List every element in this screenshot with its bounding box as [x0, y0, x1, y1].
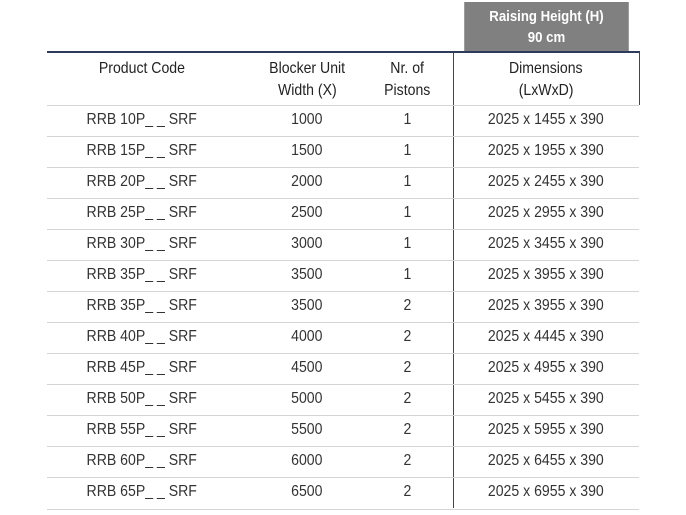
raising-height-label: Raising Height (H) [489, 8, 604, 25]
cell-product-code: RRB 25P_ _ SRF [86, 204, 198, 221]
cell-blocker-width: 4500 [291, 359, 323, 376]
table-row: RRB 20P_ _ SRF 2000 1 2025 x 2455 x 390 [47, 167, 639, 199]
cell-dimensions: 2025 x 5455 x 390 [488, 390, 604, 407]
cell-blocker-width: 6500 [291, 483, 323, 500]
raising-height-header: Raising Height (H) 90 cm [464, 2, 629, 52]
cell-pistons: 1 [403, 266, 411, 283]
cell-product-code: RRB 20P_ _ SRF [86, 173, 198, 190]
cell-blocker-width: 5000 [291, 390, 323, 407]
table-row: RRB 25P_ _ SRF 2500 1 2025 x 2955 x 390 [47, 198, 639, 230]
cell-product-code: RRB 50P_ _ SRF [86, 390, 198, 407]
table-row: RRB 10P_ _ SRF 1000 1 2025 x 1455 x 390 [47, 105, 639, 137]
header-product-code: Product Code [98, 60, 186, 77]
header-dimensions: Dimensions (LxWxD) [509, 60, 583, 99]
raising-height-value: 90 cm [527, 29, 566, 46]
cell-blocker-width: 4000 [291, 328, 323, 345]
cell-blocker-width: 5500 [291, 421, 323, 438]
cell-pistons: 2 [403, 421, 411, 438]
table-row: RRB 55P_ _ SRF 5500 2 2025 x 5955 x 390 [47, 415, 639, 447]
cell-product-code: RRB 60P_ _ SRF [86, 452, 198, 469]
cell-pistons: 2 [403, 390, 411, 407]
cell-dimensions: 2025 x 3455 x 390 [488, 235, 604, 252]
cell-dimensions: 2025 x 3955 x 390 [488, 297, 604, 314]
table-row: RRB 45P_ _ SRF 4500 2 2025 x 4955 x 390 [47, 353, 639, 385]
header-blocker-width: Blocker Unit Width (X) [269, 60, 345, 99]
cell-dimensions: 2025 x 2455 x 390 [488, 173, 604, 190]
table-row: RRB 30P_ _ SRF 3000 1 2025 x 3455 x 390 [47, 229, 639, 261]
cell-dimensions: 2025 x 6955 x 390 [488, 483, 604, 500]
cell-dimensions: 2025 x 4445 x 390 [488, 328, 604, 345]
header-pistons: Nr. of Pistons [383, 60, 431, 99]
table-row: RRB 35P_ _ SRF 3500 1 2025 x 3955 x 390 [47, 260, 639, 292]
cell-pistons: 1 [403, 204, 411, 221]
cell-product-code: RRB 35P_ _ SRF [86, 266, 198, 283]
cell-pistons: 2 [403, 452, 411, 469]
cell-pistons: 2 [403, 483, 411, 500]
cell-pistons: 2 [403, 297, 411, 314]
cell-dimensions: 2025 x 2955 x 390 [488, 204, 604, 221]
cell-dimensions: 2025 x 5955 x 390 [488, 421, 604, 438]
cell-pistons: 2 [403, 359, 411, 376]
cell-dimensions: 2025 x 3955 x 390 [488, 266, 604, 283]
cell-pistons: 2 [403, 328, 411, 345]
cell-product-code: RRB 10P_ _ SRF [86, 111, 198, 128]
header-rule [47, 51, 640, 53]
right-border [639, 52, 640, 105]
cell-blocker-width: 3000 [291, 235, 323, 252]
table-row: RRB 15P_ _ SRF 1500 1 2025 x 1955 x 390 [47, 136, 639, 168]
cell-product-code: RRB 65P_ _ SRF [86, 483, 198, 500]
cell-product-code: RRB 45P_ _ SRF [86, 359, 198, 376]
cell-blocker-width: 1000 [291, 111, 323, 128]
table-row: RRB 35P_ _ SRF 3500 2 2025 x 3955 x 390 [47, 291, 639, 323]
cell-dimensions: 2025 x 1455 x 390 [488, 111, 604, 128]
cell-product-code: RRB 35P_ _ SRF [86, 297, 198, 314]
cell-blocker-width: 3500 [291, 297, 323, 314]
cell-dimensions: 2025 x 6455 x 390 [488, 452, 604, 469]
cell-pistons: 1 [403, 111, 411, 128]
cell-product-code: RRB 30P_ _ SRF [86, 235, 198, 252]
cell-dimensions: 2025 x 4955 x 390 [488, 359, 604, 376]
cell-product-code: RRB 55P_ _ SRF [86, 421, 198, 438]
cell-pistons: 1 [403, 235, 411, 252]
table-row: RRB 60P_ _ SRF 6000 2 2025 x 6455 x 390 [47, 446, 639, 478]
table-row: RRB 50P_ _ SRF 5000 2 2025 x 5455 x 390 [47, 384, 639, 416]
cell-blocker-width: 1500 [291, 142, 323, 159]
cell-pistons: 1 [403, 173, 411, 190]
table-row: RRB 65P_ _ SRF 6500 2 2025 x 6955 x 390 [47, 477, 639, 510]
cell-blocker-width: 2000 [291, 173, 323, 190]
cell-product-code: RRB 40P_ _ SRF [86, 328, 198, 345]
column-divider [453, 52, 454, 508]
cell-blocker-width: 6000 [291, 452, 323, 469]
cell-blocker-width: 2500 [291, 204, 323, 221]
cell-dimensions: 2025 x 1955 x 390 [488, 142, 604, 159]
cell-pistons: 1 [403, 142, 411, 159]
table-row: RRB 40P_ _ SRF 4000 2 2025 x 4445 x 390 [47, 322, 639, 354]
cell-blocker-width: 3500 [291, 266, 323, 283]
cell-product-code: RRB 15P_ _ SRF [86, 142, 198, 159]
